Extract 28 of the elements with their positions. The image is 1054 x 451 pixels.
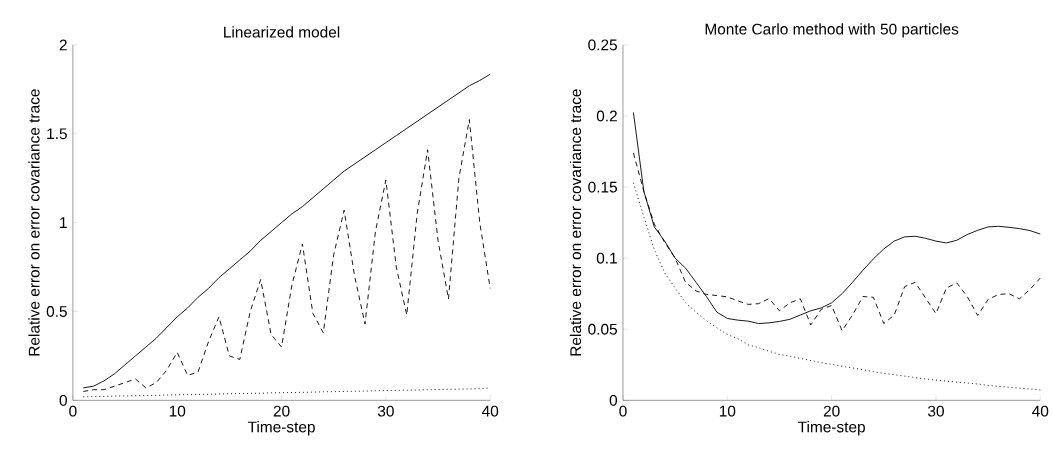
x-tick-label: 40: [1032, 405, 1049, 417]
x-tick-label: 20: [273, 405, 290, 417]
y-axis-title: Relative error on error covariance trace: [569, 89, 582, 356]
y-tick-label: 0.15: [588, 181, 617, 193]
y-axis-title: Relative error on error covariance trace: [28, 89, 40, 356]
x-axis-title: Time-step: [798, 420, 865, 436]
x-axis-title: Time-step: [247, 420, 315, 436]
y-tick-label: 0.1: [596, 252, 617, 264]
y-tick-label: 1.5: [47, 128, 67, 140]
x-tick-label: 0: [619, 405, 627, 417]
x-tick-label: 30: [927, 405, 944, 417]
line-series: [82, 118, 491, 392]
y-tick-label: 0: [59, 394, 67, 406]
x-tick-label: 10: [719, 405, 736, 417]
y-tick-label: 0.2: [596, 110, 617, 122]
chart-title: Monte Carlo method with 50 particles: [705, 23, 959, 38]
y-tick-label: 2: [59, 39, 67, 51]
x-tick-label: 10: [169, 405, 186, 417]
x-tick-label: 40: [481, 405, 499, 417]
y-tick-label: 1: [60, 217, 67, 228]
x-tick-label: 20: [823, 405, 840, 417]
y-tick-label: 0.05: [588, 323, 617, 335]
y-tick-label: 0.5: [46, 305, 67, 317]
x-tick-label: 0: [69, 405, 77, 417]
x-tick-label: 30: [377, 405, 394, 417]
y-tick-label: 0.25: [588, 39, 617, 51]
chart-title: Linearized model: [224, 26, 340, 38]
y-tick-label: 0: [609, 394, 618, 406]
